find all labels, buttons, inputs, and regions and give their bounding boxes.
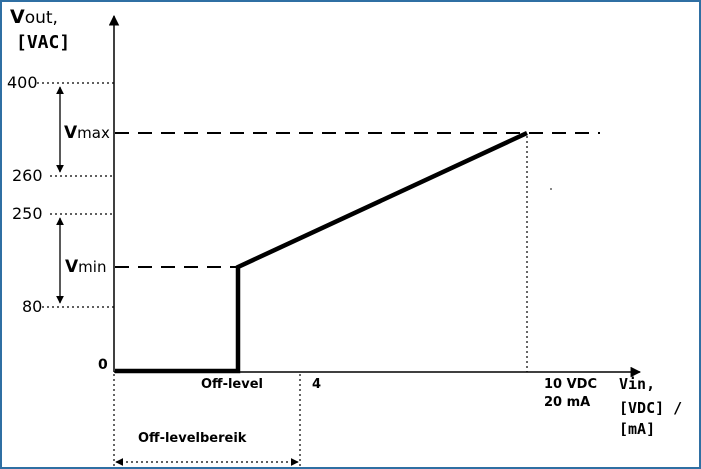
vmax-label: Vmax — [64, 125, 110, 142]
y-axis-unit: [VAC] — [16, 32, 71, 53]
tick-250: 250 — [12, 204, 43, 223]
y-axis-label-out: out, — [24, 8, 58, 28]
x-axis-label-line2: [VDC] / — [619, 399, 683, 417]
output-characteristic-line — [115, 130, 528, 374]
vmin-label-v: V — [65, 257, 79, 277]
tick-260: 260 — [12, 166, 43, 185]
vmin-label: Vmin — [65, 259, 106, 276]
x-max-line1: 10 VDC — [544, 377, 598, 392]
x-max-line2: 20 mA — [544, 395, 591, 410]
vmax-label-sub: max — [77, 124, 110, 142]
tick-400: 400 — [7, 73, 38, 92]
off-level-label: Off-level — [201, 377, 263, 392]
x-axis-label-line1: Vin, — [619, 375, 656, 393]
vmin-label-sub: min — [78, 258, 107, 276]
x-axis-label-line3: [mA] — [619, 420, 656, 438]
vmax-label-v: V — [64, 123, 78, 143]
tick-80: 80 — [22, 297, 43, 316]
y-axis-label-v: V — [10, 6, 25, 28]
off-level-range-label: Off-levelbereik — [138, 431, 247, 446]
y-axis-label: Vout, — [10, 8, 58, 27]
tick-0: 0 — [98, 357, 108, 373]
tick-4-label: 4 — [312, 377, 322, 392]
speck-mark — [550, 188, 552, 190]
